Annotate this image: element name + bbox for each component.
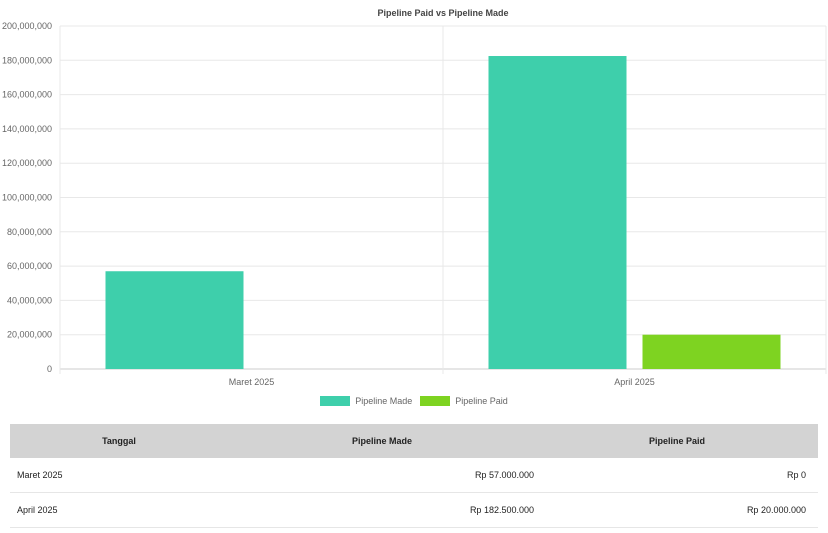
legend-swatch-pipeline-paid bbox=[420, 396, 451, 406]
legend-item-pipeline-paid[interactable]: Pipeline Paid bbox=[420, 396, 508, 406]
y-tick-label: 80,000,000 bbox=[7, 227, 52, 237]
legend-label-pipeline-made: Pipeline Made bbox=[355, 396, 413, 406]
y-tick-label: 0 bbox=[47, 364, 52, 374]
table-row: April 2025 Rp 182.500.000 Rp 20.000.000 bbox=[10, 492, 818, 528]
legend-label-pipeline-paid: Pipeline Paid bbox=[455, 396, 508, 406]
y-tick-label: 20,000,000 bbox=[7, 330, 52, 340]
y-tick-label: 200,000,000 bbox=[2, 21, 52, 31]
y-tick-label: 100,000,000 bbox=[2, 193, 52, 203]
header-tanggal: Tanggal bbox=[10, 424, 228, 458]
legend-item-pipeline-made[interactable]: Pipeline Made bbox=[320, 396, 412, 406]
header-pipeline-paid: Pipeline Paid bbox=[536, 424, 818, 458]
x-tick-label: Maret 2025 bbox=[229, 377, 275, 387]
x-tick-label: April 2025 bbox=[614, 377, 655, 387]
y-tick-label: 120,000,000 bbox=[2, 158, 52, 168]
cell-pipeline-made: Rp 182.500.000 bbox=[228, 492, 536, 528]
cell-pipeline-paid: Rp 20.000.000 bbox=[536, 492, 818, 528]
header-pipeline-made: Pipeline Made bbox=[228, 424, 536, 458]
pipeline-table: Tanggal Pipeline Made Pipeline Paid Mare… bbox=[10, 424, 818, 528]
y-tick-label: 60,000,000 bbox=[7, 261, 52, 271]
bar-chart: Pipeline Paid vs Pipeline Made 0 20,000,00… bbox=[2, 8, 827, 387]
chart-title: Pipeline Paid vs Pipeline Made bbox=[377, 8, 508, 18]
cell-pipeline-paid: Rp 0 bbox=[536, 458, 818, 493]
y-tick-label: 140,000,000 bbox=[2, 124, 52, 134]
table-row: Maret 2025 Rp 57.000.000 Rp 0 bbox=[10, 458, 818, 493]
bar-pipeline-paid bbox=[642, 334, 781, 369]
y-tick-label: 180,000,000 bbox=[2, 55, 52, 65]
legend-swatch-pipeline-made bbox=[320, 396, 351, 406]
table-header-row: Tanggal Pipeline Made Pipeline Paid bbox=[10, 424, 818, 458]
y-tick-label: 160,000,000 bbox=[2, 90, 52, 100]
bar-pipeline-made bbox=[105, 271, 244, 369]
chart-legend: Pipeline Made Pipeline Paid bbox=[0, 396, 828, 406]
y-tick-label: 40,000,000 bbox=[7, 295, 52, 305]
bar-pipeline-made bbox=[488, 56, 627, 369]
cell-pipeline-made: Rp 57.000.000 bbox=[228, 458, 536, 493]
cell-tanggal: April 2025 bbox=[10, 492, 228, 528]
cell-tanggal: Maret 2025 bbox=[10, 458, 228, 493]
